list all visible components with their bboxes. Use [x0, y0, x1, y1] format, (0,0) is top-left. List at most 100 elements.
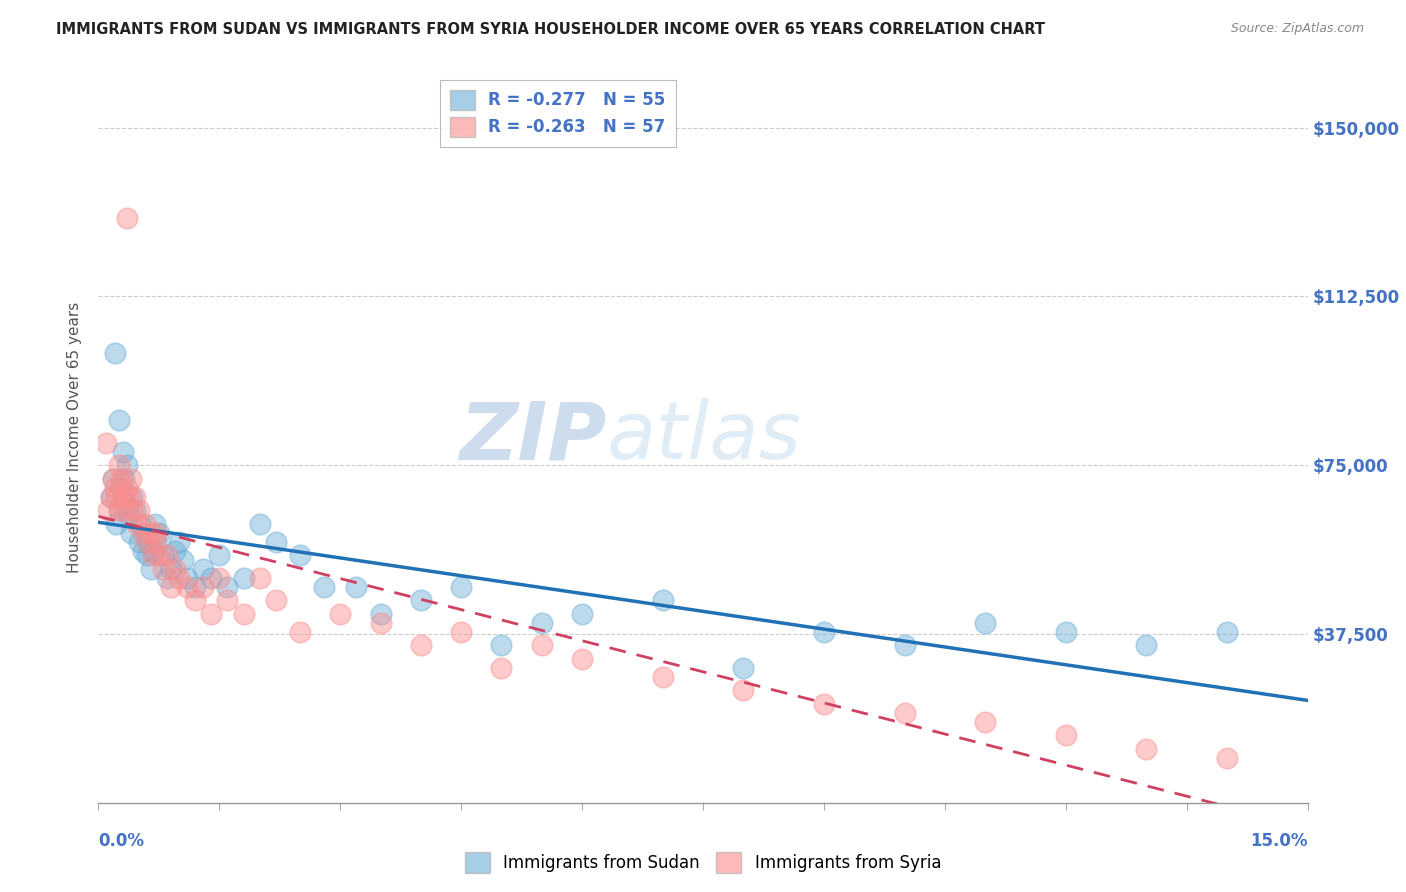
- Point: [163, 543, 186, 558]
- Point: [152, 562, 174, 576]
- Point: [145, 534, 167, 549]
- Point: [450, 580, 472, 594]
- Point: [107, 413, 129, 427]
- Point: [217, 580, 239, 594]
- Point: [97, 503, 120, 517]
- Text: ZIP: ZIP: [458, 398, 606, 476]
- Point: [200, 571, 222, 585]
- Legend: Immigrants from Sudan, Immigrants from Syria: Immigrants from Sudan, Immigrants from S…: [458, 846, 948, 880]
- Point: [138, 534, 160, 549]
- Point: [105, 490, 128, 504]
- Point: [184, 593, 207, 607]
- Point: [118, 490, 141, 504]
- Point: [115, 211, 138, 225]
- Point: [124, 490, 146, 504]
- Point: [145, 525, 167, 540]
- Point: [132, 525, 155, 540]
- Point: [974, 615, 997, 630]
- Point: [152, 548, 174, 562]
- Point: [232, 571, 254, 585]
- Point: [450, 624, 472, 639]
- Point: [142, 548, 165, 562]
- Point: [571, 652, 593, 666]
- Point: [143, 516, 166, 531]
- Text: atlas: atlas: [606, 398, 801, 476]
- Point: [733, 661, 755, 675]
- Point: [409, 638, 432, 652]
- Point: [121, 490, 143, 504]
- Point: [96, 435, 118, 450]
- Point: [1054, 624, 1077, 639]
- Point: [409, 593, 432, 607]
- Point: [101, 472, 124, 486]
- Point: [176, 571, 198, 585]
- Point: [139, 562, 162, 576]
- Point: [1216, 751, 1239, 765]
- Point: [208, 548, 231, 562]
- Point: [132, 543, 155, 558]
- Point: [974, 714, 997, 729]
- Point: [134, 516, 156, 531]
- Point: [491, 638, 513, 652]
- Legend: R = -0.277   N = 55, R = -0.263   N = 57: R = -0.277 N = 55, R = -0.263 N = 57: [440, 79, 676, 147]
- Point: [733, 683, 755, 698]
- Point: [111, 490, 134, 504]
- Point: [370, 615, 392, 630]
- Point: [107, 503, 129, 517]
- Point: [232, 607, 254, 621]
- Point: [128, 534, 150, 549]
- Point: [370, 607, 392, 621]
- Point: [121, 503, 143, 517]
- Point: [176, 580, 198, 594]
- Point: [105, 516, 128, 531]
- Point: [530, 615, 553, 630]
- Point: [128, 503, 150, 517]
- Point: [491, 661, 513, 675]
- Point: [163, 562, 186, 576]
- Point: [112, 503, 135, 517]
- Point: [571, 607, 593, 621]
- Point: [120, 525, 142, 540]
- Point: [148, 548, 170, 562]
- Point: [344, 580, 367, 594]
- Point: [110, 481, 132, 495]
- Point: [135, 534, 157, 549]
- Point: [129, 516, 152, 531]
- Point: [288, 624, 311, 639]
- Point: [156, 548, 179, 562]
- Point: [288, 548, 311, 562]
- Point: [142, 543, 165, 558]
- Point: [115, 481, 138, 495]
- Point: [107, 458, 129, 473]
- Point: [143, 534, 166, 549]
- Point: [148, 525, 170, 540]
- Y-axis label: Householder Income Over 65 years: Householder Income Over 65 years: [67, 301, 83, 573]
- Point: [184, 580, 207, 594]
- Point: [156, 571, 179, 585]
- Point: [329, 607, 352, 621]
- Point: [208, 571, 231, 585]
- Point: [110, 472, 132, 486]
- Point: [217, 593, 239, 607]
- Point: [139, 525, 162, 540]
- Point: [651, 593, 673, 607]
- Point: [167, 534, 190, 549]
- Point: [1216, 624, 1239, 639]
- Text: 15.0%: 15.0%: [1250, 832, 1308, 850]
- Text: IMMIGRANTS FROM SUDAN VS IMMIGRANTS FROM SYRIA HOUSEHOLDER INCOME OVER 65 YEARS : IMMIGRANTS FROM SUDAN VS IMMIGRANTS FROM…: [56, 22, 1045, 37]
- Point: [264, 534, 287, 549]
- Point: [193, 580, 215, 594]
- Point: [100, 490, 122, 504]
- Point: [813, 697, 835, 711]
- Point: [160, 580, 183, 594]
- Point: [249, 516, 271, 531]
- Point: [160, 562, 183, 576]
- Point: [893, 706, 915, 720]
- Point: [101, 472, 124, 486]
- Point: [100, 490, 122, 504]
- Point: [111, 444, 134, 458]
- Point: [115, 499, 138, 513]
- Point: [193, 562, 215, 576]
- Point: [111, 490, 134, 504]
- Point: [651, 670, 673, 684]
